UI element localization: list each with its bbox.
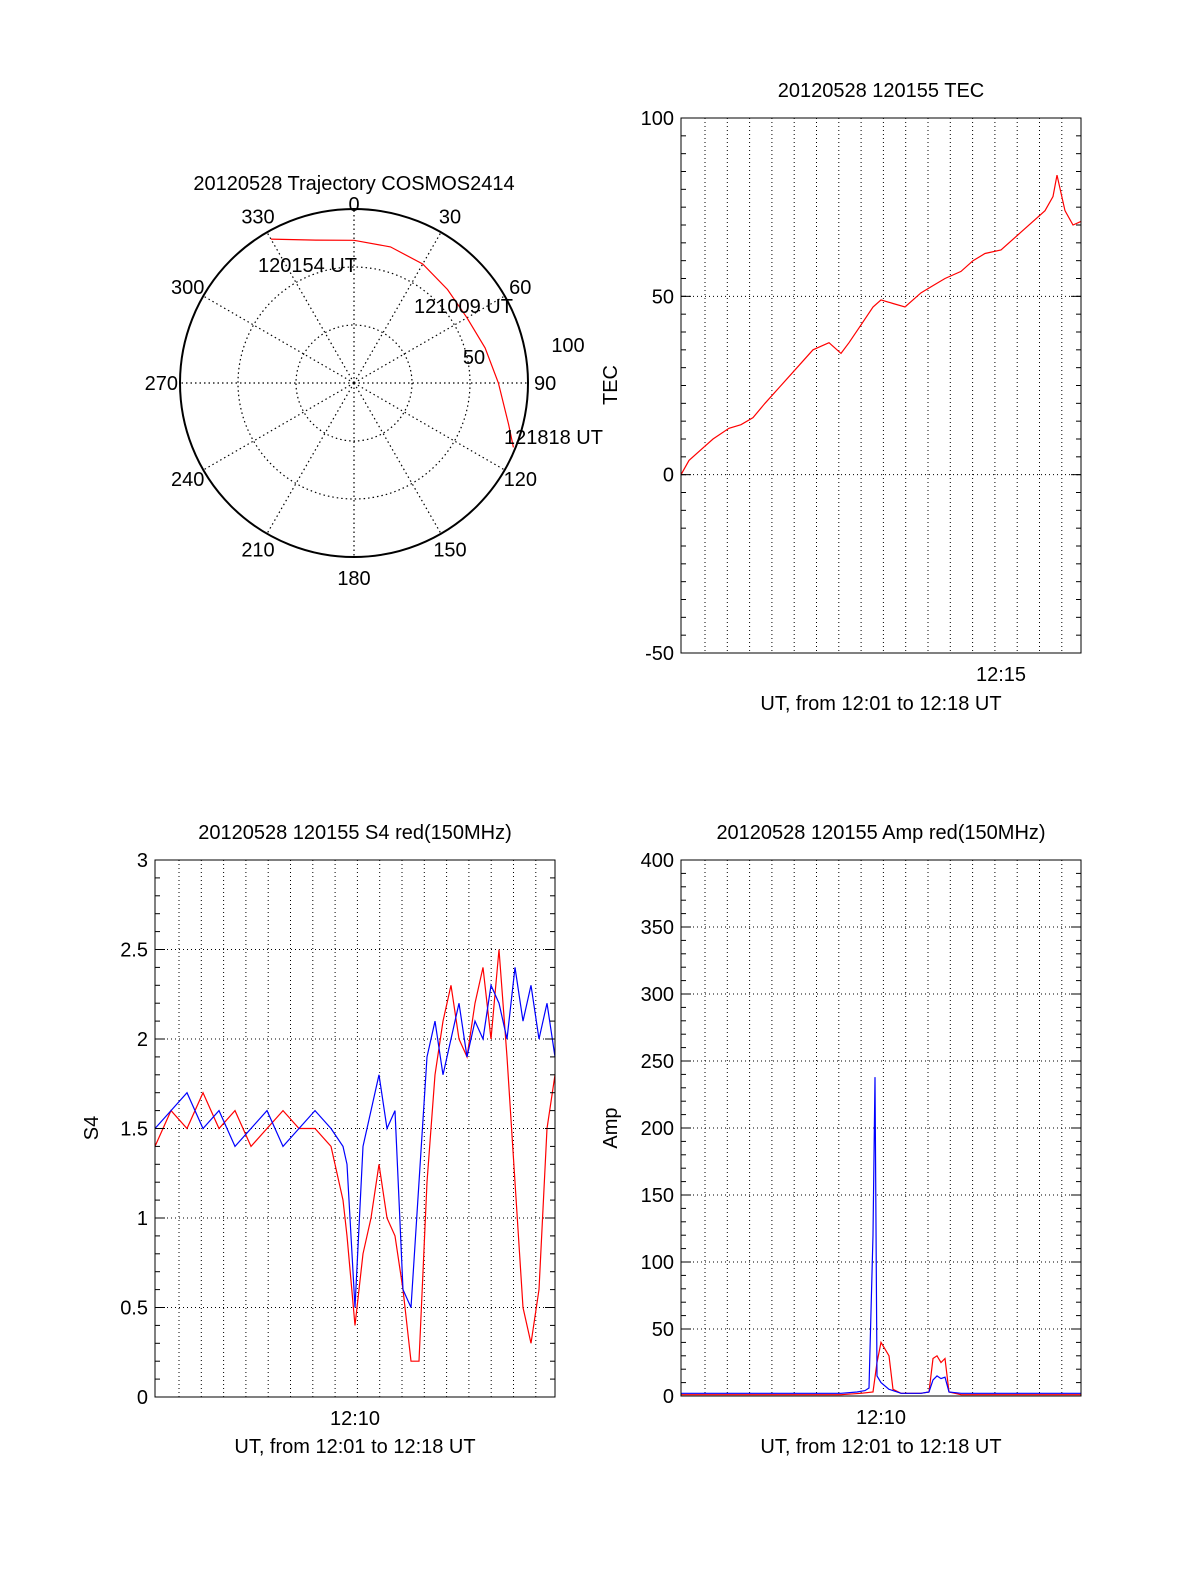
s4-ytick-label: 2 <box>137 1029 148 1051</box>
tec-xtick-label: 12:15 <box>976 664 1026 686</box>
amp-series-line-0 <box>681 1340 1081 1396</box>
s4-series-line-0 <box>154 949 556 1362</box>
tec-grid <box>681 117 1081 654</box>
angle-label-240: 240 <box>171 469 204 491</box>
amp-panel: 20120528 120155 Amp red(150MHz) 0 50 100 15… <box>600 822 1082 1458</box>
tec-title: 20120528 120155 TEC <box>778 80 984 102</box>
angle-label-90: 90 <box>534 373 556 395</box>
trajectory-panel: 20120528 Trajectory COSMOS2414 0 30 60 90 12… <box>145 173 603 590</box>
amp-ytick-label: 350 <box>641 917 674 939</box>
amp-series-line-1 <box>681 1077 1081 1394</box>
trajectory-track <box>270 238 514 448</box>
s4-ytick-label: 1.5 <box>120 1119 148 1141</box>
angle-label-150: 150 <box>433 539 466 561</box>
polar-spoke-30 <box>353 232 442 384</box>
angle-label-30: 30 <box>439 207 461 229</box>
tec-ylabel: TEC <box>600 365 622 405</box>
polar-grid <box>180 209 528 557</box>
s4-ytick-label: 1 <box>137 1208 148 1230</box>
polar-spoke-300 <box>203 295 355 384</box>
s4-ytick-label: 0.5 <box>120 1298 148 1320</box>
amp-ylabel: Amp <box>600 1107 622 1148</box>
tec-plot-frame <box>680 117 1082 654</box>
amp-ytick-label: 150 <box>641 1185 674 1207</box>
s4-xlabel: UT, from 12:01 to 12:18 UT <box>234 1436 475 1458</box>
trajectory-end-label: 121818 UT <box>504 427 603 449</box>
amp-ytick-label: 250 <box>641 1051 674 1073</box>
tec-ytick-label: 100 <box>641 108 674 130</box>
amp-ytick-label: 0 <box>663 1386 674 1408</box>
tec-series <box>680 174 1082 475</box>
angle-label-60: 60 <box>509 277 531 299</box>
s4-panel: 20120528 120155 S4 red(150MHz) 0 0.5 1 1.5 2… <box>81 822 556 1458</box>
s4-ytick-label: 3 <box>137 850 148 872</box>
polar-spoke-330 <box>266 232 355 384</box>
angle-label-300: 300 <box>171 277 204 299</box>
polar-spoke-210 <box>266 382 355 534</box>
s4-ylabel: S4 <box>81 1116 103 1140</box>
s4-ytick-label: 2.5 <box>120 940 148 962</box>
tec-ytick-label: 50 <box>652 286 674 308</box>
amp-ytick-label: 200 <box>641 1118 674 1140</box>
horizon-circle <box>179 208 529 558</box>
trajectory-title: 20120528 Trajectory COSMOS2414 <box>193 173 514 195</box>
polar-spoke-120 <box>353 382 505 471</box>
angle-label-330: 330 <box>241 207 274 229</box>
s4-title: 20120528 120155 S4 red(150MHz) <box>198 822 512 844</box>
elevation-ring-30 <box>237 266 471 500</box>
tec-ticks: -50 0 50 100 12:15 <box>641 108 1081 686</box>
s4-ticks: 0 0.5 1 1.5 2 2.5 3 12:10 <box>120 850 555 1430</box>
amp-ytick-label: 50 <box>652 1319 674 1341</box>
amp-xlabel: UT, from 12:01 to 12:18 UT <box>760 1436 1001 1458</box>
trajectory-mid-label: 121009 UT <box>414 296 513 318</box>
angle-label-180: 180 <box>337 568 370 590</box>
radius-label-50: 50 <box>463 347 485 369</box>
s4-xtick-label: 12:10 <box>330 1408 380 1430</box>
polar-spoke-240 <box>203 382 355 471</box>
angle-label-270: 270 <box>145 373 178 395</box>
amp-ticks: 0 50 100 150 200 250 300 350 400 12:10 <box>641 850 1081 1429</box>
tec-ytick-label: 0 <box>663 465 674 487</box>
polar-spoke-60 <box>353 295 505 384</box>
angle-label-210: 210 <box>241 539 274 561</box>
amp-ytick-label: 300 <box>641 984 674 1006</box>
s4-series-line-1 <box>154 967 556 1308</box>
angle-label-120: 120 <box>504 469 537 491</box>
polar-spoke-150 <box>353 382 442 534</box>
angle-label-0: 0 <box>348 194 359 216</box>
trajectory-start-label: 120154 UT <box>258 255 357 277</box>
tec-series-line-0 <box>680 174 1082 475</box>
amp-xtick-label: 12:10 <box>856 1407 906 1429</box>
tec-panel: 20120528 120155 TEC -50 0 50 100 12:15 TEC U… <box>600 80 1082 715</box>
s4-grid <box>155 859 555 1398</box>
elevation-ring-60 <box>295 324 413 442</box>
angle-labels: 0 30 60 90 120 150 180 210 240 270 300 330 <box>145 194 557 590</box>
amp-ytick-label: 400 <box>641 850 674 872</box>
amp-grid <box>681 859 1081 1397</box>
amp-ytick-label: 100 <box>641 1252 674 1274</box>
amp-series <box>681 1077 1081 1396</box>
radius-label-100: 100 <box>551 335 584 357</box>
amp-title: 20120528 120155 Amp red(150MHz) <box>716 822 1045 844</box>
s4-ytick-label: 0 <box>137 1387 148 1409</box>
tec-ytick-label: -50 <box>645 643 674 665</box>
tec-xlabel: UT, from 12:01 to 12:18 UT <box>760 693 1001 715</box>
s4-series <box>154 949 556 1362</box>
